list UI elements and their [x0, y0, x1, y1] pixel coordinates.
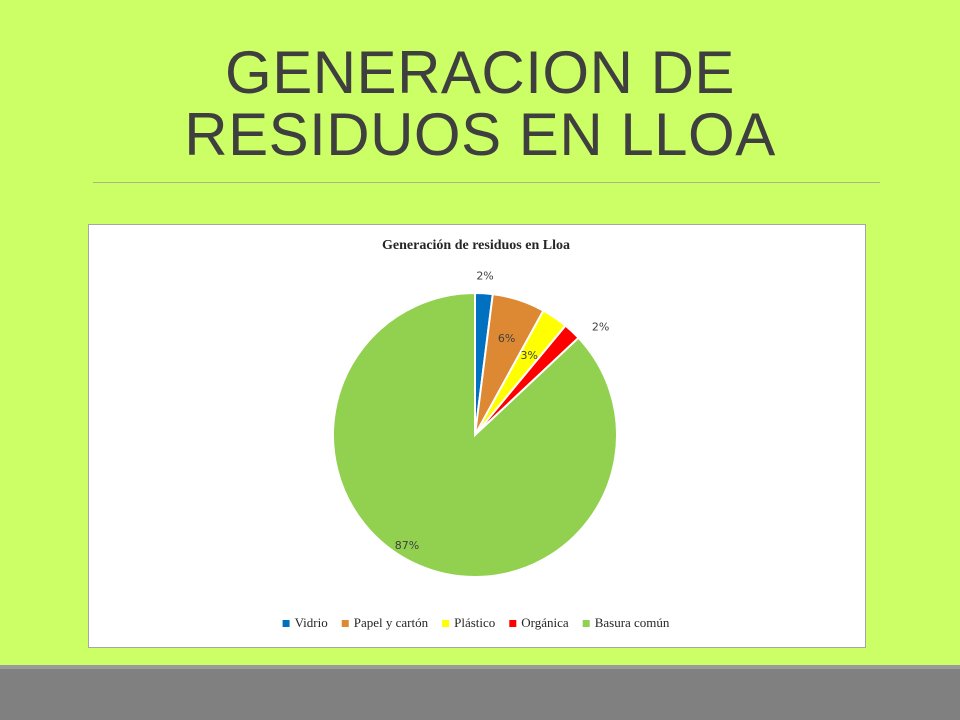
legend-label: Vidrio — [295, 615, 328, 630]
legend-label: Basura común — [595, 615, 670, 630]
data-label-vidrio: 2% — [476, 269, 493, 282]
chart-title: Generación de residuos en Lloa — [382, 238, 570, 253]
legend-swatch — [282, 620, 290, 627]
data-label-orgánica: 2% — [592, 321, 609, 334]
pie-slices — [332, 291, 618, 578]
slide-title: GENERACION DE RESIDUOS EN LLOA — [0, 42, 960, 166]
pie-slice-basura-común — [332, 291, 618, 578]
legend-item-orgánica: Orgánica — [509, 615, 569, 630]
data-labels: 2% 6% 3% 2% 87% — [395, 269, 610, 552]
chart-frame: Generación de residuos en Lloa 2% 6% 3% 2% 8… — [88, 224, 866, 648]
title-divider — [93, 182, 880, 183]
legend-label: Plástico — [454, 615, 495, 630]
legend-item-papel-y-cartón: Papel y cartón — [341, 615, 429, 630]
footer-band-highlight — [0, 665, 960, 669]
legend-swatch — [442, 620, 450, 627]
legend-label: Papel y cartón — [354, 615, 429, 630]
legend-item-vidrio: Vidrio — [282, 615, 328, 630]
title-line-1: GENERACION DE — [225, 39, 735, 106]
footer-band — [0, 665, 960, 720]
legend-item-basura-común: Basura común — [582, 615, 670, 630]
legend-swatch — [509, 620, 517, 627]
data-label-papel-y-cartón: 6% — [498, 332, 515, 345]
chart-legend: Vidrio Papel y cartón Plástico Orgánica Basu… — [282, 615, 670, 630]
legend-swatch — [582, 620, 590, 627]
legend-label: Orgánica — [521, 615, 569, 630]
title-line-2: RESIDUOS EN LLOA — [184, 101, 776, 168]
pie-chart: Generación de residuos en Lloa 2% 6% 3% 2% 8… — [282, 238, 670, 630]
data-label-plástico: 3% — [521, 349, 538, 362]
legend-item-plástico: Plástico — [442, 615, 495, 630]
data-label-basura-común: 87% — [395, 539, 419, 552]
legend-swatch — [341, 620, 349, 627]
